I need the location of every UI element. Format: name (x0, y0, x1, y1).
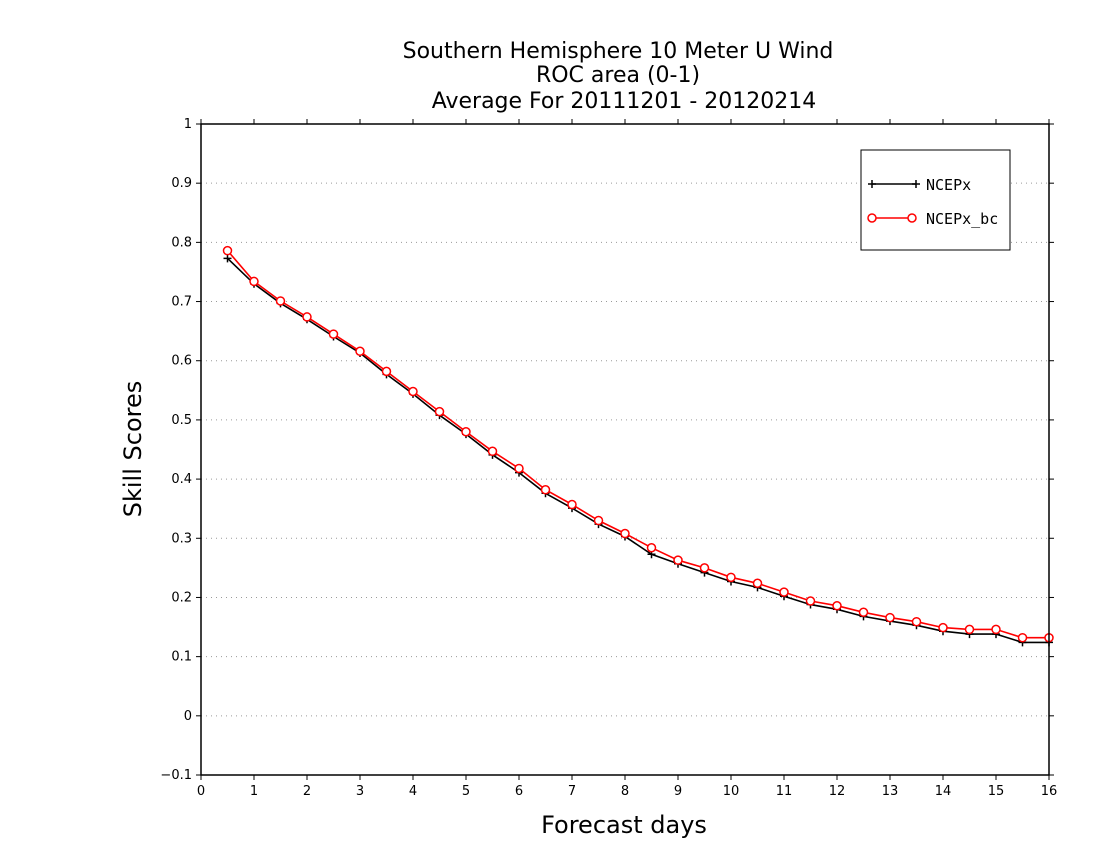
y-tick-label: 0.3 (171, 531, 192, 546)
y-tick-label: −0.1 (160, 768, 192, 783)
y-tick-label: 0.4 (171, 472, 192, 487)
chart-title: Southern Hemisphere 10 Meter U Wind ROC … (403, 39, 834, 114)
y-tick-label: 0 (184, 709, 192, 724)
x-tick-label: 2 (303, 784, 311, 799)
x-tick-label: 13 (882, 784, 899, 799)
x-tick-label: 10 (723, 784, 740, 799)
y-tick-label: 0.6 (171, 354, 192, 369)
data-point-ncepx-bc (646, 542, 657, 553)
legend-item-ncepx-bc: NCEPx_bc (867, 210, 998, 228)
data-point-ncepx-bc (1017, 632, 1028, 643)
data-point-ncepx-bc (461, 426, 471, 437)
data-point-ncepx-bc (805, 596, 816, 606)
x-tick-label: 7 (568, 784, 576, 799)
legend-marker-ncepx-bc-left (867, 213, 877, 223)
data-point-ncepx-bc (726, 572, 736, 583)
data-point-ncepx-bc (938, 622, 948, 633)
axes: −0.100.10.20.30.40.50.60.70.80.910 1 2 3 4 5 6… (160, 117, 1057, 799)
y-tick-label: 0.2 (171, 590, 192, 605)
x-tick-label: 3 (356, 784, 364, 799)
data-point-ncepx-bc (275, 296, 286, 306)
data-point-ncepx-bc (885, 612, 895, 623)
x-tick-label: 11 (776, 784, 793, 799)
data-point-ncepx-bc (487, 446, 498, 457)
data-point-ncepx-bc (752, 578, 763, 589)
data-point-ncepx-bc (514, 463, 524, 474)
legend-marker-ncepx (868, 180, 920, 188)
legend-box (860, 149, 1011, 251)
data-point-ncepx-bc (355, 346, 365, 357)
x-tick-label: 5 (462, 784, 470, 799)
data-point-ncepx-bc (673, 555, 683, 565)
x-tick-label: 8 (621, 784, 629, 799)
data-point-ncepx-bc (328, 329, 339, 339)
y-tick-label: 0.8 (171, 235, 192, 250)
series-area (222, 245, 1054, 647)
x-tick-label: 1 (250, 784, 258, 799)
series-line-ncepx-bc (226, 250, 1049, 639)
data-point-ncepx-bc (593, 515, 604, 526)
data-point-ncepx-bc (567, 499, 577, 510)
y-tick-label: 0.5 (171, 413, 192, 428)
x-tick-label: 0 (197, 784, 205, 799)
data-point-ncepx-bc (381, 366, 392, 377)
data-point-ncepx-bc (249, 276, 259, 287)
legend-item-ncepx: NCEPx (868, 176, 971, 194)
x-tick-label: 9 (674, 784, 682, 799)
data-point-ncepx-bc (620, 528, 630, 539)
data-point-ncepx-bc (991, 624, 1001, 635)
x-axis-label: Forecast days (541, 811, 707, 839)
data-point-ncepx-bc (434, 406, 445, 417)
data-point-ncepx-bc (964, 624, 975, 635)
x-tick-label: 6 (515, 784, 523, 799)
x-tick-label: 14 (935, 784, 952, 799)
x-tick-label: 4 (409, 784, 417, 799)
series-ncepx-bc (222, 245, 1054, 643)
data-point-ncepx-bc (540, 484, 551, 495)
y-tick-label: 0.9 (171, 176, 192, 191)
data-point-ncepx-bc (832, 600, 842, 611)
x-tick-label: 12 (829, 784, 846, 799)
y-tick-label: 0.7 (171, 295, 192, 310)
y-axis-label: Skill Scores (119, 381, 147, 518)
legend-label-ncepx: NCEPx (926, 176, 971, 194)
title-line-3: Average For 20111201 - 20120214 (432, 89, 817, 114)
y-tick-label: 0.1 (171, 650, 192, 665)
legend-label-ncepx-bc: NCEPx_bc (926, 210, 998, 228)
series-ncepx (223, 254, 1053, 647)
legend: NCEPx NCEPx_bc (860, 149, 1011, 251)
y-tick-label: 1 (184, 117, 192, 132)
x-tick-label: 16 (1041, 784, 1058, 799)
data-point-ncepx (223, 254, 232, 263)
data-point-ncepx-bc (302, 312, 312, 322)
title-line-2: ROC area (0-1) (536, 63, 700, 88)
title-line-1: Southern Hemisphere 10 Meter U Wind (403, 39, 834, 64)
series-line-ncepx (226, 257, 1049, 644)
data-point-ncepx-bc (779, 587, 789, 597)
data-point-ncepx-bc (858, 607, 869, 617)
data-point-ncepx-bc (699, 563, 710, 573)
x-tick-label: 15 (988, 784, 1005, 799)
gridlines (201, 182, 1049, 717)
legend-marker-ncepx-bc-right (907, 213, 917, 223)
data-point-ncepx-bc (408, 386, 418, 397)
data-point-ncepx-bc (911, 616, 922, 627)
data-point-ncepx-bc (222, 245, 233, 256)
